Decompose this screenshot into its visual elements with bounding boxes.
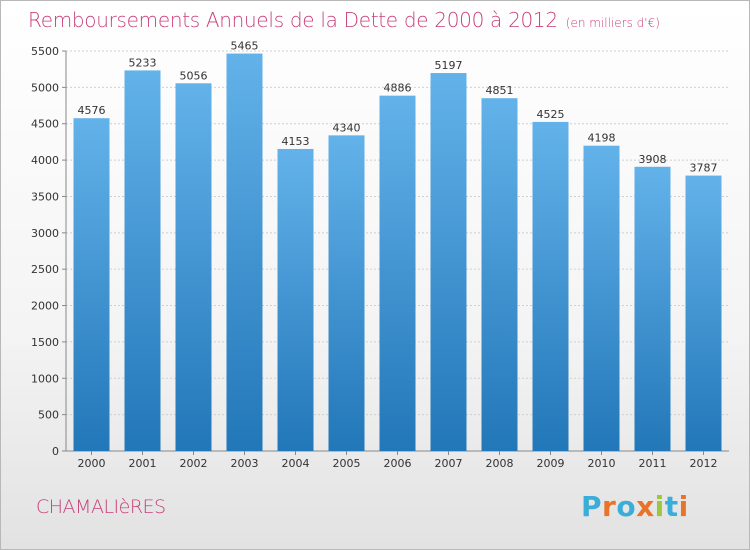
data-label: 5465	[231, 40, 259, 53]
x-tick-label: 2005	[333, 457, 361, 470]
logo-letter: P	[581, 490, 603, 523]
bar	[532, 121, 569, 451]
data-label: 3908	[639, 153, 667, 166]
bar	[634, 166, 671, 452]
bar	[124, 70, 161, 451]
data-label: 5056	[180, 69, 208, 82]
data-label: 4886	[384, 82, 412, 95]
bar	[685, 175, 722, 451]
proxiti-logo: Proxiti	[581, 490, 689, 523]
y-tick-label: 4500	[31, 118, 59, 131]
logo-letter: x	[636, 490, 655, 523]
x-tick-label: 2008	[486, 457, 514, 470]
y-tick-label: 500	[38, 409, 59, 422]
y-tick-label: 1000	[31, 372, 59, 385]
y-tick-label: 5500	[31, 45, 59, 58]
x-tick-label: 2007	[435, 457, 463, 470]
x-tick-label: 2003	[231, 457, 259, 470]
data-label: 5197	[435, 59, 463, 72]
bar	[379, 95, 416, 452]
x-tick-label: 2009	[537, 457, 565, 470]
y-tick-label: 4000	[31, 154, 59, 167]
chart-subtitle: (en milliers d'€)	[565, 16, 660, 30]
data-label: 3787	[690, 162, 718, 175]
data-label: 4340	[333, 121, 361, 134]
x-tick-label: 2000	[78, 457, 106, 470]
x-tick-label: 2010	[588, 457, 616, 470]
bars	[73, 53, 722, 452]
logo-letter: r	[602, 490, 617, 523]
x-tick-label: 2004	[282, 457, 310, 470]
data-label: 5233	[129, 56, 157, 69]
bar	[277, 148, 314, 452]
bar	[583, 145, 620, 451]
bar	[481, 98, 518, 451]
title-text: Remboursements Annuels de la Dette de 20…	[28, 8, 558, 32]
chart-title: Remboursements Annuels de la Dette de 20…	[28, 8, 660, 32]
y-tick-label: 2500	[31, 263, 59, 276]
commune-name: CHAMALIèRES	[36, 496, 166, 518]
x-tick-label: 2006	[384, 457, 412, 470]
data-label: 4576	[78, 104, 106, 117]
y-tick-label: 1500	[31, 336, 59, 349]
y-tick-label: 3500	[31, 190, 59, 203]
y-tick-label: 3000	[31, 227, 59, 240]
data-label: 4153	[282, 135, 310, 148]
bar	[430, 73, 467, 451]
data-label: 4851	[486, 84, 514, 97]
x-tick-label: 2001	[129, 457, 157, 470]
logo-letter: i	[678, 490, 689, 523]
x-tick-label: 2002	[180, 457, 208, 470]
bar	[73, 118, 110, 451]
x-tick-label: 2011	[639, 457, 667, 470]
data-label: 4198	[588, 132, 616, 145]
logo-letter: i	[654, 490, 665, 523]
bar	[328, 135, 365, 451]
logo-letter: t	[664, 490, 679, 523]
data-label: 4525	[537, 108, 565, 121]
logo-letter: o	[616, 490, 637, 523]
data-labels: 4576 5233 5056 5465 4153 4340 4886 5197 4851 4525…	[78, 40, 718, 175]
x-tick-label: 2012	[690, 457, 718, 470]
y-tick-label: 0	[52, 445, 59, 458]
y-tick-label: 5000	[31, 81, 59, 94]
bar	[175, 83, 212, 452]
y-tick-label: 2000	[31, 300, 59, 313]
bar	[226, 53, 263, 451]
